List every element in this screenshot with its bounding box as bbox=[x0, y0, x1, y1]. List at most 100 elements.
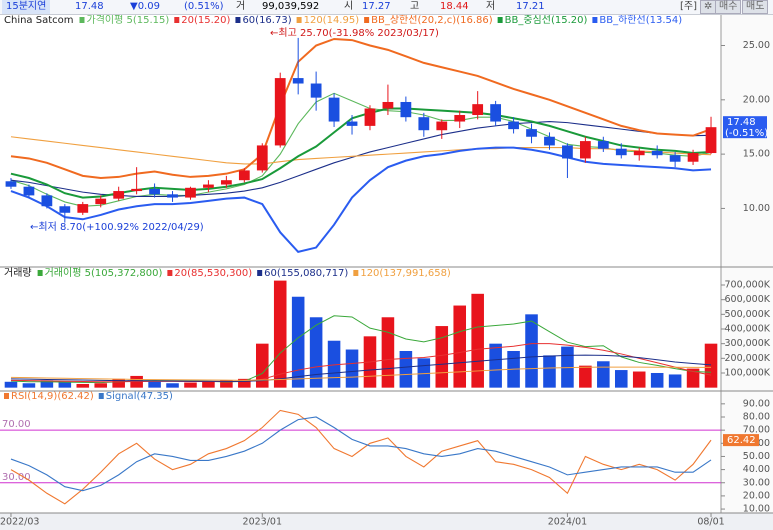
volume-bar bbox=[489, 343, 502, 388]
x-tick-label: 2024/01 bbox=[548, 517, 587, 528]
legend-entry: 거래이평 5(105,372,800) bbox=[45, 267, 163, 279]
y-tick-label: 10.00 bbox=[743, 504, 770, 515]
y-axis-area bbox=[721, 15, 773, 513]
volume-bar bbox=[255, 343, 269, 388]
candle-body bbox=[310, 83, 322, 98]
candle-body bbox=[687, 153, 699, 162]
candle-body bbox=[508, 121, 519, 130]
legend-entry: 가격이평 5(15.15) bbox=[87, 15, 170, 26]
y-tick-label: 80.00 bbox=[743, 411, 770, 422]
x-axis-area bbox=[0, 513, 773, 530]
candle-body bbox=[705, 127, 717, 154]
reference-label: 30.00 bbox=[2, 472, 31, 483]
delay-badge: 15분지연 bbox=[2, 0, 51, 14]
legend-swatch bbox=[98, 393, 104, 399]
legend-swatch bbox=[257, 270, 263, 276]
legend-entry: 20(15.20) bbox=[181, 15, 230, 26]
volume-bar bbox=[525, 314, 538, 388]
background bbox=[0, 15, 773, 530]
open: 17.27 bbox=[362, 1, 391, 12]
series-line bbox=[10, 343, 712, 383]
candle-body bbox=[454, 115, 466, 122]
volume-bar bbox=[220, 380, 233, 388]
market-button[interactable]: [주] bbox=[680, 1, 698, 12]
candle-body bbox=[615, 148, 627, 156]
candle-body bbox=[346, 121, 358, 126]
volume-bar bbox=[579, 365, 592, 388]
volume-bar bbox=[327, 340, 341, 388]
y-tick-label: 15.00 bbox=[743, 149, 770, 160]
candle-body bbox=[669, 155, 681, 162]
series-line bbox=[10, 37, 712, 180]
legend-entry: RSI(14,9)(62.42) bbox=[11, 391, 94, 402]
candle-body bbox=[651, 150, 663, 156]
legend-entry: 60(155,080,717) bbox=[264, 268, 348, 279]
candle-body bbox=[400, 101, 412, 118]
quote-bar: 15분지연 17.48 ▼0.09 (0.51%) 거 99,039,592 시… bbox=[0, 0, 773, 15]
volume-bar bbox=[273, 280, 287, 388]
candle-body bbox=[597, 141, 609, 149]
legend-entry: 60(16.73) bbox=[242, 15, 291, 26]
candle-body bbox=[113, 191, 125, 199]
y-tick-label: 30.00 bbox=[743, 477, 770, 488]
price-tag bbox=[723, 116, 767, 139]
price: 17.48 bbox=[75, 1, 104, 12]
legend-swatch bbox=[235, 17, 241, 23]
sell-button[interactable]: 매도 bbox=[742, 0, 769, 14]
price-tag-label: 17.48 bbox=[727, 117, 756, 128]
volume-bar bbox=[309, 317, 323, 388]
candle-body bbox=[562, 145, 573, 159]
series-line bbox=[10, 416, 712, 492]
change-pct: (0.51%) bbox=[184, 1, 224, 12]
legend-swatch bbox=[4, 393, 9, 399]
volume-bar bbox=[399, 350, 413, 388]
volume-bar bbox=[381, 317, 395, 388]
value-tag-label: 62.42 bbox=[727, 435, 756, 446]
open-label: 시 bbox=[344, 1, 354, 12]
volume-bar bbox=[4, 381, 18, 388]
candle-body bbox=[77, 204, 89, 213]
legend-entry: BB_중심선(15.20) bbox=[505, 15, 588, 26]
candle-body bbox=[41, 195, 53, 207]
candle-body bbox=[292, 78, 304, 84]
volume-bar bbox=[40, 380, 54, 388]
volume-bar bbox=[238, 378, 251, 388]
legend-swatch bbox=[353, 270, 359, 276]
y-tick-label: 90.00 bbox=[743, 398, 770, 409]
volume-bar bbox=[614, 370, 628, 388]
volume-bar bbox=[597, 361, 610, 388]
candle-body bbox=[131, 188, 143, 192]
legend-swatch bbox=[174, 17, 180, 23]
volume-bar bbox=[345, 349, 359, 388]
volume-bar bbox=[632, 371, 646, 388]
legend-entry: 20(85,530,300) bbox=[174, 268, 252, 279]
y-tick-label: 700,000K bbox=[724, 280, 770, 291]
legend-entry: BB_하한선(13.54) bbox=[599, 15, 682, 26]
volume-bar bbox=[166, 383, 179, 388]
volume-bar bbox=[704, 343, 718, 388]
candle-body bbox=[149, 188, 160, 195]
price-tag-change: (-0.51%) bbox=[725, 128, 768, 139]
legend-entry: 120(14.95) bbox=[304, 15, 360, 26]
series-line bbox=[10, 354, 712, 382]
legend-swatch bbox=[364, 17, 370, 23]
legend-title: 거래량 bbox=[4, 267, 32, 279]
y-tick-label: 50.00 bbox=[743, 451, 770, 462]
series-line bbox=[10, 136, 712, 165]
buy-button[interactable]: 매수 bbox=[715, 0, 742, 14]
candle-body bbox=[185, 187, 196, 198]
y-tick-label: 400,000K bbox=[724, 324, 770, 335]
legend-swatch bbox=[296, 17, 302, 23]
volume-bar bbox=[650, 372, 664, 388]
candle-body bbox=[328, 97, 340, 122]
low-label: 저 bbox=[486, 1, 496, 12]
series-line bbox=[10, 107, 712, 199]
chart: 10.00 15.00 20.00 25.00 China Satcom 가격이평 5(1… bbox=[0, 15, 773, 530]
high: 18.44 bbox=[440, 1, 469, 12]
settings-button[interactable]: ✲ bbox=[700, 0, 717, 14]
candle-body bbox=[526, 129, 537, 137]
candle-body bbox=[364, 108, 376, 126]
series-line bbox=[10, 409, 712, 505]
candle-body bbox=[418, 117, 430, 131]
